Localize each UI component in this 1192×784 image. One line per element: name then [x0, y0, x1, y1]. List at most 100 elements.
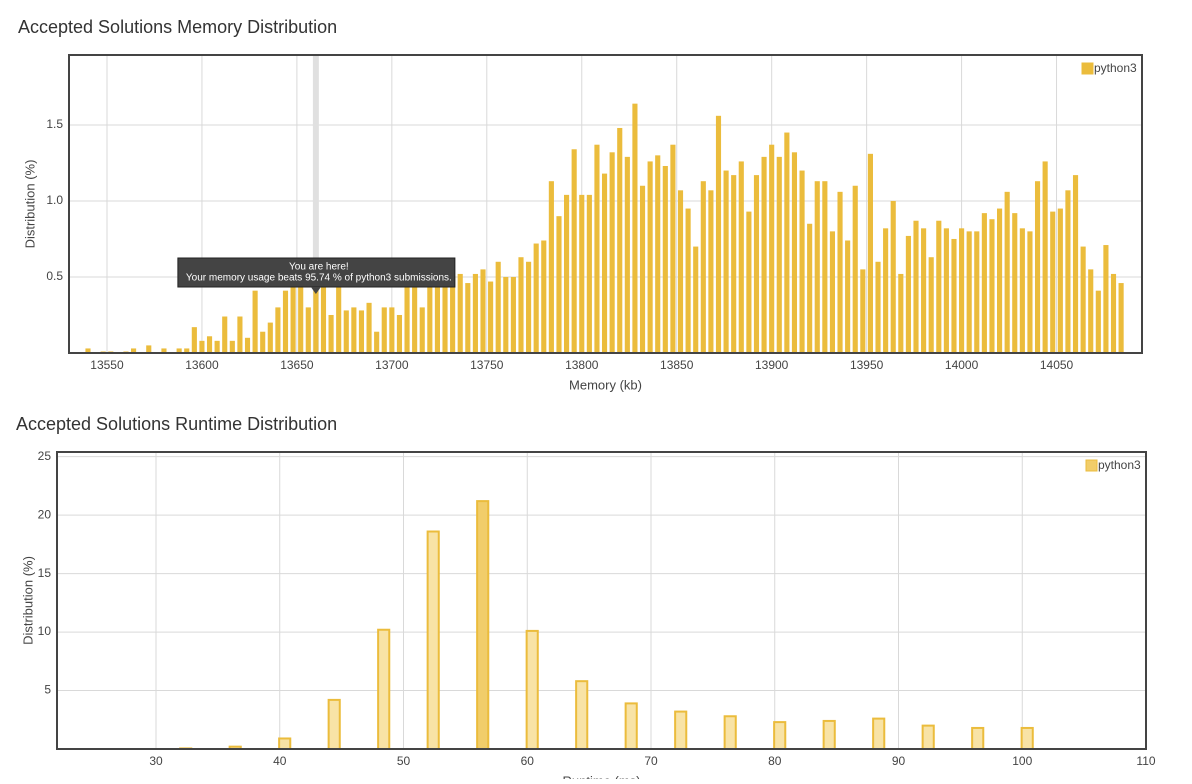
- x-tick-label: 100: [1012, 754, 1032, 768]
- bar: [1110, 273, 1117, 353]
- bar: [822, 181, 828, 353]
- bar: [913, 220, 919, 353]
- bar: [146, 345, 152, 353]
- bar: [586, 194, 592, 353]
- bar: [374, 331, 380, 353]
- bar: [526, 261, 532, 353]
- bar: [191, 327, 197, 353]
- y-tick-label: 0.5: [46, 269, 63, 283]
- bar: [579, 194, 585, 353]
- bar: [476, 500, 490, 750]
- bar: [867, 153, 873, 353]
- bar: [1118, 283, 1124, 353]
- bar: [564, 194, 570, 353]
- y-axis-title: Distribution (%): [20, 556, 35, 645]
- bar: [426, 530, 440, 751]
- y-tick-label: 25: [38, 449, 52, 463]
- bar: [358, 310, 365, 353]
- bar: [936, 220, 942, 353]
- bar: [327, 698, 341, 751]
- bar: [229, 340, 235, 353]
- bar: [655, 155, 661, 353]
- bar: [905, 235, 911, 353]
- bar: [677, 190, 684, 353]
- bar: [731, 175, 737, 353]
- bar: [419, 307, 425, 353]
- bar: [647, 161, 653, 353]
- bar: [1042, 161, 1048, 353]
- bar: [503, 276, 509, 353]
- bar: [617, 127, 623, 354]
- x-tick-label: 13600: [185, 358, 219, 372]
- bar: [336, 276, 342, 353]
- legend-swatch: [1085, 459, 1098, 472]
- bar: [723, 170, 729, 353]
- bar: [845, 240, 851, 353]
- bar: [860, 269, 866, 353]
- bar: [700, 181, 706, 353]
- bar: [1065, 190, 1071, 353]
- bar: [313, 276, 319, 353]
- bar: [533, 243, 539, 353]
- bar: [601, 173, 608, 353]
- x-tick-label: 90: [892, 754, 906, 768]
- bar: [632, 103, 638, 353]
- bar: [966, 231, 972, 353]
- bar: [1072, 175, 1079, 353]
- bar: [1034, 181, 1041, 353]
- legend-label: python3: [1094, 61, 1137, 75]
- x-tick-label: 80: [768, 754, 782, 768]
- bar: [282, 290, 289, 353]
- bar: [639, 185, 646, 353]
- legend-label: python3: [1098, 458, 1141, 472]
- bar: [381, 307, 387, 353]
- bar: [305, 307, 311, 353]
- bar: [343, 310, 349, 353]
- x-tick-label: 70: [644, 754, 658, 768]
- x-tick-label: 13750: [470, 358, 504, 372]
- bar: [510, 276, 516, 353]
- bar: [541, 240, 547, 353]
- bar: [222, 316, 228, 353]
- bar: [320, 284, 327, 353]
- bar: [495, 261, 501, 353]
- bar: [753, 175, 760, 353]
- bar: [351, 307, 357, 353]
- bar: [1020, 726, 1034, 751]
- bar: [427, 276, 433, 353]
- bar: [1050, 211, 1056, 353]
- bar: [670, 144, 676, 353]
- chart-title: Accepted Solutions Runtime Distribution: [16, 414, 337, 434]
- bar: [799, 170, 805, 353]
- bar: [1088, 269, 1094, 353]
- legend-swatch: [1081, 62, 1094, 75]
- bar: [396, 314, 403, 353]
- bar: [959, 228, 965, 353]
- bar: [267, 322, 273, 353]
- bar: [1019, 228, 1025, 353]
- bar: [518, 257, 524, 353]
- x-tick-label: 13900: [755, 358, 789, 372]
- y-axis-title: Distribution (%): [22, 160, 37, 249]
- x-tick-label: 13550: [90, 358, 124, 372]
- bar: [131, 348, 137, 353]
- tooltip-text: Your memory usage beats 95.74 % of pytho…: [186, 273, 452, 284]
- x-tick-label: 14000: [945, 358, 979, 372]
- bar: [206, 336, 213, 353]
- bar: [556, 216, 562, 353]
- highlight-band: [312, 55, 319, 353]
- bar: [290, 286, 296, 353]
- plot-border: [68, 54, 1143, 354]
- bar: [465, 283, 471, 353]
- bar: [883, 228, 889, 353]
- bar: [457, 273, 463, 353]
- bar: [928, 257, 934, 353]
- x-tick-label: 40: [273, 754, 287, 768]
- x-tick-label: 13950: [850, 358, 884, 372]
- bar: [1027, 231, 1033, 353]
- bar: [852, 185, 858, 353]
- bar: [525, 629, 539, 750]
- bar: [981, 213, 987, 353]
- bar: [85, 348, 91, 353]
